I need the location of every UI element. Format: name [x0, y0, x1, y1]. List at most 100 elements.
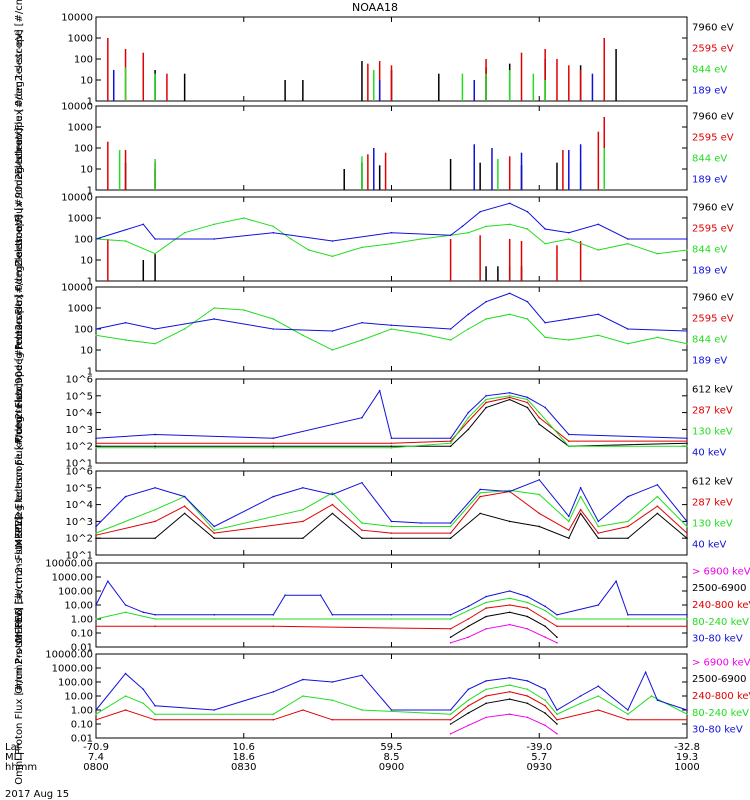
data-point	[213, 618, 215, 620]
data-point	[154, 433, 156, 436]
data-point	[213, 709, 215, 711]
y-tick-label: 10^5	[66, 483, 93, 494]
y-tick-label: 10^3	[66, 517, 93, 528]
data-point	[686, 342, 688, 345]
data-point	[627, 618, 629, 620]
data-point	[213, 307, 215, 309]
data-point	[154, 447, 156, 449]
data-point	[420, 332, 422, 335]
data-point	[95, 618, 97, 620]
data-point	[686, 613, 688, 616]
data-point	[390, 618, 393, 620]
data-point	[656, 252, 659, 255]
y-tick-label: 1	[87, 97, 93, 108]
data-point	[390, 447, 393, 449]
data-point	[656, 495, 659, 498]
data-point	[508, 676, 511, 679]
data-point	[544, 609, 546, 612]
data-point	[627, 328, 629, 330]
y-axis-label: MEPED Electron Flux 90deg telescope [#/c…	[14, 383, 25, 643]
data-point	[361, 537, 363, 539]
data-point	[556, 625, 558, 628]
data-point	[508, 392, 511, 394]
data-point	[302, 537, 304, 539]
data-point	[579, 508, 582, 511]
y-axis-label: MEPED Electron Flux 0deg telescope [#/cm…	[14, 294, 25, 547]
data-point	[390, 242, 393, 245]
y-axis-label: Proton Flux 0deg telescope [#/cm2-s-str-…	[14, 128, 25, 350]
data-point	[272, 231, 275, 234]
footer-row-label: MLT	[5, 752, 25, 763]
data-point	[361, 522, 363, 524]
data-point	[485, 627, 487, 630]
data-point	[95, 534, 97, 537]
data-point	[449, 732, 452, 735]
data-point	[331, 718, 334, 721]
data-point	[538, 423, 541, 426]
data-point	[556, 641, 558, 644]
data-point	[390, 437, 393, 439]
data-point	[686, 525, 688, 528]
data-point	[124, 321, 127, 324]
y-tick-label: 1000	[68, 214, 93, 225]
data-point	[154, 625, 156, 628]
data-point	[508, 604, 511, 606]
data-point	[124, 240, 127, 242]
series-line	[95, 217, 688, 257]
y-tick-label: 100.00	[58, 678, 93, 689]
data-point	[302, 520, 304, 523]
data-point	[485, 601, 487, 604]
footer-value: 1000	[674, 762, 699, 773]
data-point	[95, 437, 97, 439]
y-tick-label: 100	[74, 55, 93, 66]
data-point	[538, 411, 541, 414]
data-point	[508, 611, 511, 614]
data-point	[526, 401, 529, 404]
data-point	[361, 674, 363, 677]
data-point	[627, 525, 629, 528]
data-point	[544, 321, 546, 324]
chart-panel-2: 1 10 100 1000 10000 Electron Flux 90deg teles…	[14, 29, 734, 266]
series-line	[96, 604, 687, 630]
data-point	[213, 532, 215, 534]
y-axis-label: Proton Flux 90deg telescope [#/cm2-s-str…	[14, 215, 25, 444]
footer-value: 5.7	[531, 752, 547, 763]
data-point	[361, 246, 363, 249]
data-point	[597, 532, 600, 534]
data-point	[307, 249, 310, 251]
data-point	[544, 228, 546, 230]
data-point	[272, 328, 275, 330]
y-tick-label: 1000	[68, 123, 93, 134]
data-point	[449, 234, 452, 237]
data-point	[568, 440, 570, 442]
data-point	[568, 529, 570, 531]
legend-entry: 40 keV	[692, 540, 726, 551]
data-point	[284, 594, 286, 597]
legend-entry: 844 eV	[692, 154, 727, 165]
legend-entry: 130 keV	[692, 519, 733, 530]
legend-entry: 2500-6900	[692, 583, 747, 594]
data-point	[213, 318, 215, 320]
legend-entry: 80-240 keV	[692, 617, 749, 628]
data-point	[644, 671, 647, 674]
data-point	[449, 328, 452, 330]
data-point	[556, 613, 558, 616]
data-point	[508, 684, 511, 686]
data-point	[272, 225, 275, 228]
data-point	[319, 594, 322, 597]
data-point	[485, 702, 487, 705]
y-tick-label: 100	[74, 325, 93, 336]
data-point	[686, 537, 688, 539]
data-point	[485, 401, 487, 404]
legend-entry: 7960 eV	[692, 203, 734, 214]
data-point	[485, 395, 487, 397]
data-point	[479, 210, 481, 213]
data-point	[449, 445, 452, 448]
data-point	[556, 713, 558, 716]
y-tick-label: 10	[80, 76, 93, 87]
legend-entry: 80-240 keV	[692, 708, 749, 719]
data-point	[508, 395, 511, 397]
data-point	[213, 529, 215, 531]
data-point	[538, 416, 541, 419]
